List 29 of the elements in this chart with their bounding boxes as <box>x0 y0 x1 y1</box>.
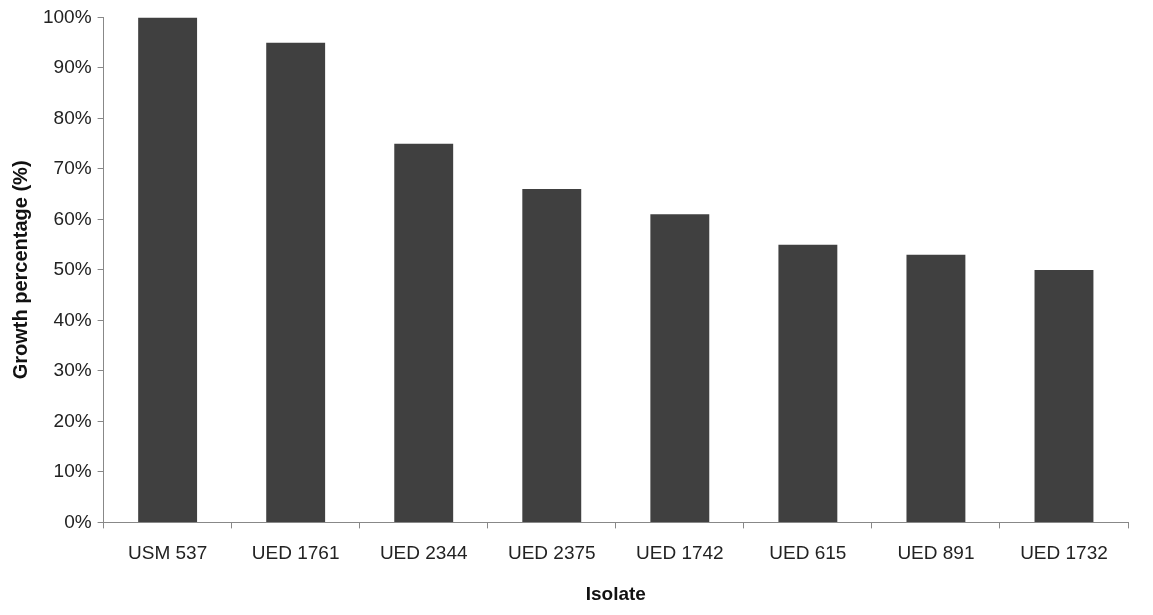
x-tick-label: UED 1761 <box>251 542 340 564</box>
x-tick-label: UED 615 <box>769 542 847 564</box>
y-tick-label: 60% <box>53 207 92 229</box>
y-tick-label: 70% <box>53 157 92 179</box>
y-tick-label: 50% <box>53 258 92 280</box>
y-tick-label: 0% <box>64 510 92 532</box>
bar <box>650 214 710 522</box>
x-tick-label: USM 537 <box>128 542 208 564</box>
bar <box>522 189 582 522</box>
x-axis-title: Isolate <box>585 582 646 604</box>
bar <box>906 254 966 522</box>
y-tick-label: 100% <box>42 5 92 27</box>
y-tick-label: 90% <box>53 56 92 78</box>
y-tick-label: 80% <box>53 106 92 128</box>
y-tick-label: 30% <box>53 359 92 381</box>
bar <box>1034 269 1094 522</box>
x-tick-label: UED 1742 <box>635 542 724 564</box>
bar <box>138 17 198 522</box>
y-axis-title: Growth percentage (%) <box>8 160 31 380</box>
bar <box>266 42 326 522</box>
x-tick-label: UED 891 <box>897 542 975 564</box>
x-tick-label: UED 2375 <box>507 542 596 564</box>
x-tick-label: UED 2344 <box>379 542 468 564</box>
y-tick-label: 40% <box>53 308 92 330</box>
bar <box>778 244 838 522</box>
x-tick-label: UED 1732 <box>1020 542 1108 564</box>
bar <box>394 143 454 522</box>
y-tick-label: 10% <box>53 460 92 482</box>
y-tick-label: 20% <box>53 409 92 431</box>
